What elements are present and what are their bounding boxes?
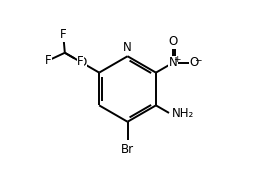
- Text: −: −: [194, 55, 201, 64]
- Text: N: N: [169, 56, 177, 69]
- Text: N: N: [123, 41, 132, 54]
- Text: +: +: [173, 55, 181, 64]
- Text: F: F: [77, 55, 84, 68]
- Text: NH₂: NH₂: [172, 107, 194, 120]
- Text: O: O: [168, 35, 178, 48]
- Text: Br: Br: [121, 143, 134, 156]
- Text: F: F: [45, 54, 52, 67]
- Text: F: F: [60, 28, 67, 41]
- Text: O: O: [189, 56, 199, 69]
- Text: O: O: [77, 56, 87, 69]
